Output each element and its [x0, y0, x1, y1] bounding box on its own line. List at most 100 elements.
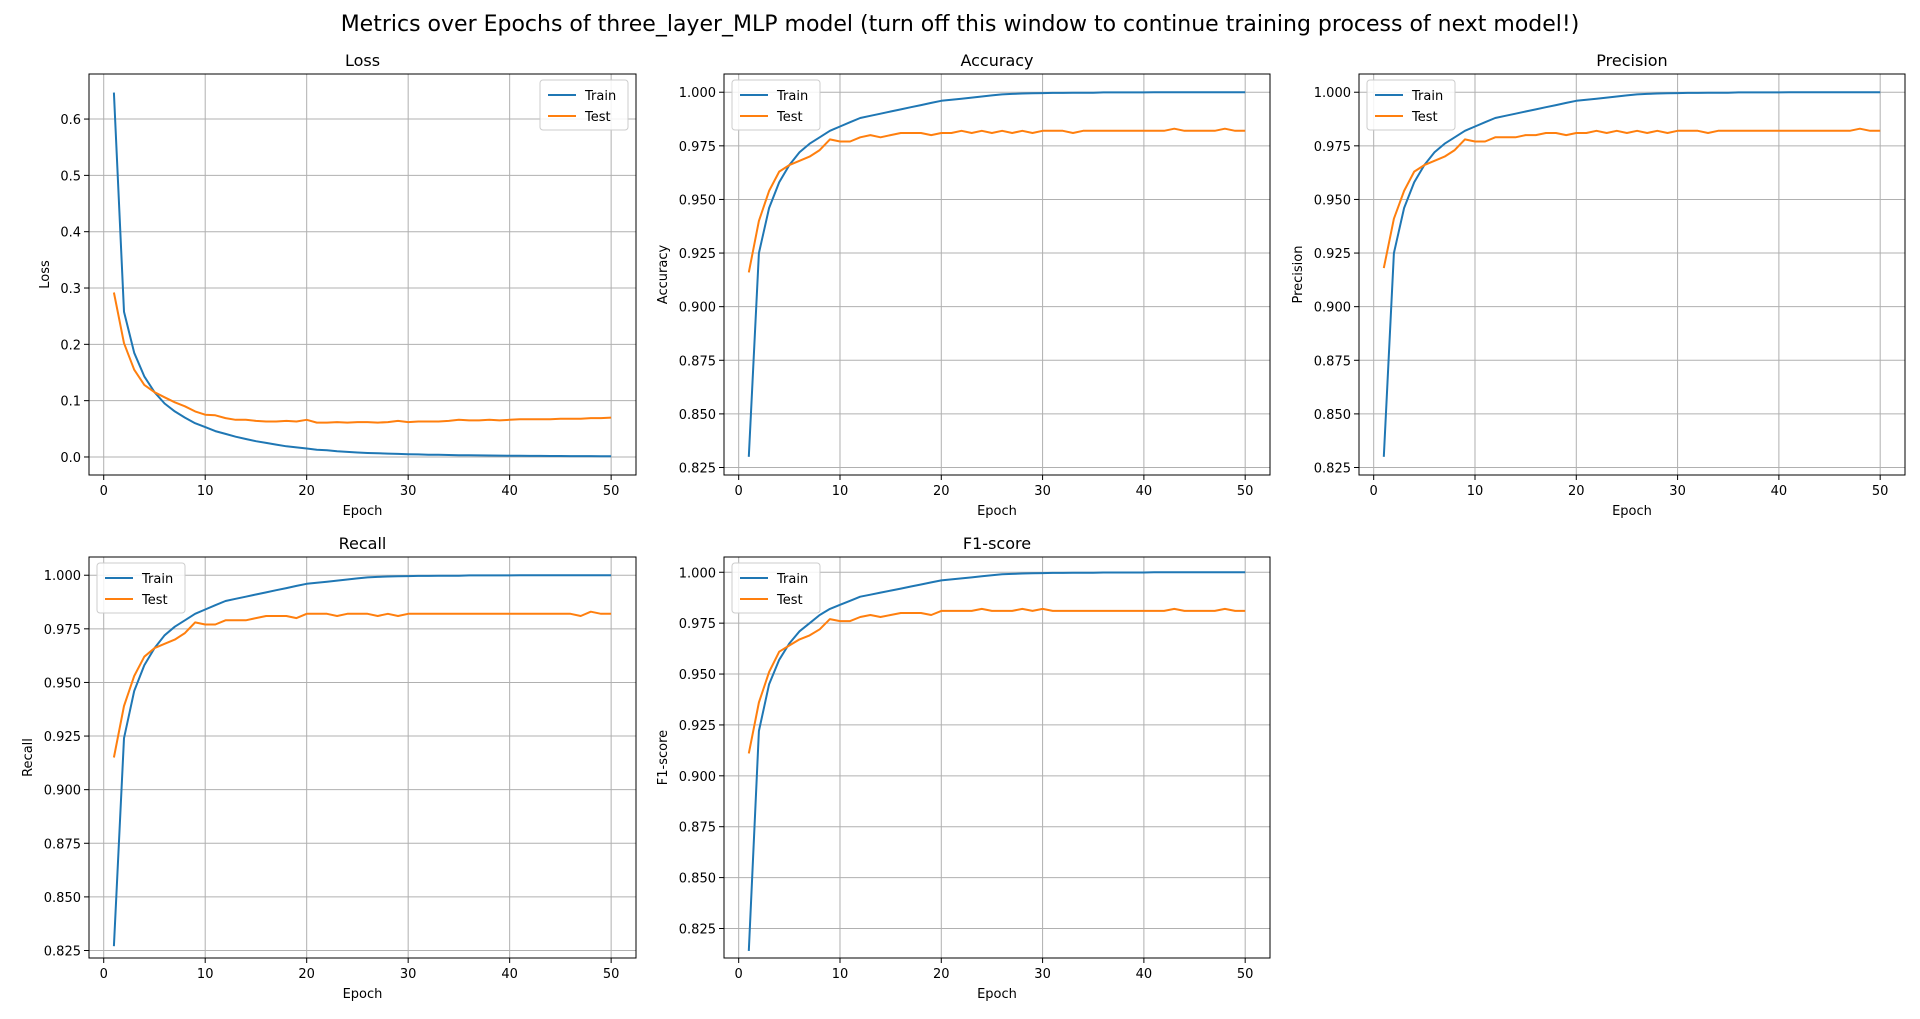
- axes-frame: [88, 73, 637, 476]
- y-tick-label: 0.900: [679, 301, 716, 316]
- legend-label-test: Test: [141, 593, 168, 608]
- x-tick-label: 40: [1136, 967, 1153, 982]
- legend: Train Test: [539, 79, 629, 131]
- x-tick-label: 10: [197, 484, 214, 499]
- x-tick-label: 40: [1136, 484, 1153, 499]
- legend-label-train: Train: [141, 572, 173, 587]
- y-tick-label: 1.000: [679, 86, 716, 101]
- x-tick-label: 30: [400, 967, 417, 982]
- y-tick-label: 0.4: [60, 226, 81, 241]
- x-tick-label: 20: [298, 967, 315, 982]
- y-tick-label: 0.850: [1314, 408, 1351, 423]
- chart-accuracy: 0 10 20 30 40 50 0.825 0.850 0.875 0.900 0.925 0.95…: [656, 51, 1271, 519]
- x-tick-label: 0: [735, 484, 743, 499]
- legend-label-train: Train: [584, 89, 616, 104]
- series-line-test: [747, 127, 1246, 273]
- x-tick-label: 10: [197, 967, 214, 982]
- y-tick-label: 0.825: [679, 922, 716, 937]
- x-tick-label: 20: [1568, 484, 1585, 499]
- axes-frame: [1358, 73, 1906, 476]
- x-tick-label: 30: [1669, 484, 1686, 499]
- x-tick-label: 30: [400, 484, 417, 499]
- series-line-test: [1382, 127, 1881, 269]
- x-tick-label: 30: [1034, 484, 1051, 499]
- series-line-train: [747, 571, 1246, 951]
- y-tick-label: 0.5: [60, 169, 81, 184]
- x-tick-label: 0: [100, 967, 108, 982]
- legend-label-train: Train: [776, 572, 808, 587]
- series-line-train: [112, 574, 612, 947]
- y-tick-label: 0.825: [679, 461, 716, 476]
- x-axis-label: Epoch: [977, 987, 1017, 1002]
- y-axis-label: Loss: [38, 260, 53, 289]
- chart-f1-score: 0 10 20 30 40 50 0.825 0.850 0.875 0.900 0.925 0.95…: [656, 534, 1271, 1002]
- y-tick-label: 0.2: [60, 338, 81, 353]
- x-tick-label: 40: [1771, 484, 1788, 499]
- y-tick-label: 1.000: [679, 566, 716, 581]
- y-axis-label: Accuracy: [656, 245, 671, 305]
- chart-precision: 0 10 20 30 40 50 0.825 0.850 0.875 0.900 0.925 0.95…: [1291, 51, 1906, 519]
- y-tick-label: 0.950: [679, 668, 716, 683]
- series-line-train: [1382, 91, 1881, 457]
- y-tick-label: 0.825: [44, 944, 81, 959]
- series-line-train: [747, 91, 1246, 457]
- y-tick-label: 0.950: [679, 193, 716, 208]
- legend-box: [731, 79, 821, 131]
- legend-box: [731, 562, 821, 614]
- legend-box: [539, 79, 629, 131]
- series-line-test: [112, 292, 612, 424]
- y-tick-label: 0.825: [1314, 461, 1351, 476]
- legend-label-train: Train: [776, 89, 808, 104]
- x-tick-label: 0: [100, 484, 108, 499]
- y-tick-label: 0.0: [60, 451, 81, 466]
- chart-title: Accuracy: [960, 51, 1033, 70]
- x-tick-label: 20: [933, 967, 950, 982]
- x-tick-label: 40: [501, 484, 518, 499]
- x-tick-label: 0: [1370, 484, 1378, 499]
- x-tick-label: 40: [501, 967, 518, 982]
- y-tick-label: 0.850: [679, 872, 716, 887]
- y-tick-label: 1.000: [1314, 86, 1351, 101]
- y-tick-label: 1.000: [44, 569, 81, 584]
- y-tick-label: 0.875: [44, 837, 81, 852]
- legend: Train Test: [96, 562, 186, 614]
- x-tick-label: 50: [1872, 484, 1889, 499]
- y-tick-label: 0.875: [679, 354, 716, 369]
- y-tick-label: 0.975: [679, 617, 716, 632]
- legend-label-test: Test: [584, 110, 611, 125]
- x-tick-label: 10: [832, 484, 849, 499]
- series-line-test: [112, 610, 612, 758]
- y-tick-label: 0.975: [44, 623, 81, 638]
- chart-title: Recall: [339, 534, 387, 553]
- legend-label-test: Test: [776, 593, 803, 608]
- series-line-test: [747, 607, 1246, 754]
- y-axis-label: Recall: [21, 738, 36, 777]
- chart-loss: 0 10 20 30 40 50 0.0 0.1 0.2 0.3 0.4 0.5 0.6 Loss Epoc…: [38, 51, 637, 519]
- y-tick-label: 0.6: [60, 113, 81, 128]
- chart-recall: 0 10 20 30 40 50 0.825 0.850 0.875 0.900 0.925 0.95…: [21, 534, 637, 1002]
- x-tick-label: 20: [298, 484, 315, 499]
- x-tick-label: 50: [603, 967, 620, 982]
- figure-title: Metrics over Epochs of three_layer_MLP m…: [340, 12, 1580, 37]
- x-tick-label: 50: [603, 484, 620, 499]
- chart-title: Loss: [345, 51, 380, 70]
- legend-label-test: Test: [776, 110, 803, 125]
- y-tick-label: 0.850: [44, 891, 81, 906]
- x-tick-label: 30: [1034, 967, 1051, 982]
- x-axis-label: Epoch: [343, 987, 383, 1002]
- chart-title: F1-score: [963, 534, 1031, 553]
- legend-label-train: Train: [1411, 89, 1443, 104]
- axes-frame: [723, 73, 1271, 476]
- x-axis-label: Epoch: [1612, 504, 1652, 519]
- x-tick-label: 0: [735, 967, 743, 982]
- axes-frame: [723, 556, 1271, 959]
- legend-box: [1366, 79, 1456, 131]
- y-tick-label: 0.1: [60, 395, 81, 410]
- x-axis-label: Epoch: [977, 504, 1017, 519]
- y-tick-label: 0.950: [1314, 193, 1351, 208]
- x-tick-label: 50: [1237, 484, 1254, 499]
- legend: Train Test: [1366, 79, 1456, 131]
- y-tick-label: 0.3: [60, 282, 81, 297]
